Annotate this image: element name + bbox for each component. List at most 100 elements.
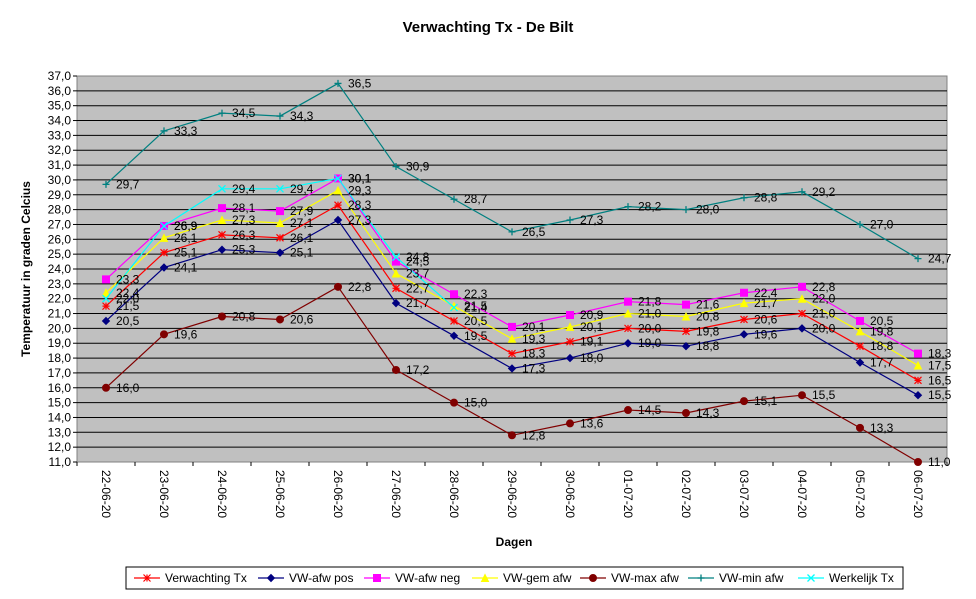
y-tick-label: 21,0 <box>48 307 72 321</box>
legend-marker <box>373 574 381 582</box>
y-tick-label: 11,0 <box>49 455 72 469</box>
point-vw-min-afw <box>450 195 458 203</box>
data-label-vw-min-afw: 26,5 <box>522 225 546 239</box>
series-vw-max-afw <box>102 282 922 466</box>
data-label-vw-afw-neg: 22,8 <box>812 280 836 294</box>
series-vw-afw-pos <box>101 215 923 400</box>
point-vw-min-afw <box>798 188 806 196</box>
data-label-verwachting-tx: 18,8 <box>870 339 894 353</box>
point-vw-gem-afw <box>275 218 285 227</box>
data-label-vw-min-afw: 28,2 <box>638 200 662 214</box>
data-label-vw-afw-pos: 25,1 <box>290 246 314 260</box>
point-vw-gem-afw <box>913 360 923 370</box>
point-werkelijk-tx <box>450 303 458 312</box>
data-label-vw-max-afw: 11,0 <box>928 455 951 469</box>
data-label-vw-max-afw: 12,8 <box>522 428 546 442</box>
x-tick-label: 01-07-20 <box>621 470 635 518</box>
y-tick-label: 15,0 <box>48 396 72 410</box>
y-axis: 11,012,013,014,015,016,017,018,019,020,0… <box>48 69 77 469</box>
data-label-verwachting-tx: 26,3 <box>232 228 256 242</box>
point-vw-afw-pos <box>275 248 285 257</box>
point-vw-min-afw <box>566 216 574 224</box>
x-tick-label: 29-06-20 <box>505 470 519 518</box>
point-vw-afw-neg <box>276 207 284 216</box>
series-verwachting-tx <box>102 201 922 385</box>
data-label-vw-gem-afw: 19,3 <box>522 332 546 346</box>
point-vw-afw-neg <box>102 275 110 284</box>
point-vw-afw-neg <box>740 288 748 297</box>
data-label-vw-max-afw: 15,1 <box>754 394 778 408</box>
legend-label: Werkelijk Tx <box>829 571 894 585</box>
point-vw-max-afw <box>740 397 748 406</box>
point-vw-gem-afw <box>739 298 749 308</box>
point-vw-min-afw <box>624 203 632 211</box>
legend-label: VW-min afw <box>719 571 784 585</box>
data-label-vw-afw-pos: 20,5 <box>116 314 140 328</box>
y-tick-label: 13,0 <box>48 425 72 439</box>
data-label-vw-gem-afw: 19,8 <box>870 324 894 338</box>
data-label-vw-afw-neg: 26,9 <box>174 219 198 233</box>
data-label-werkelijk-tx: 29,4 <box>232 182 256 196</box>
y-tick-label: 14,0 <box>48 410 72 424</box>
point-vw-max-afw <box>856 423 864 432</box>
data-label-werkelijk-tx: 21,4 <box>464 301 488 315</box>
x-tick-label: 05-07-20 <box>853 470 867 518</box>
data-label-verwachting-tx: 16,5 <box>928 373 952 387</box>
data-label-vw-afw-pos: 18,0 <box>580 351 604 365</box>
point-vw-max-afw <box>798 391 806 400</box>
y-tick-label: 32,0 <box>48 143 72 157</box>
point-vw-afw-neg <box>624 297 632 306</box>
point-vw-min-afw <box>160 127 168 135</box>
point-werkelijk-tx <box>218 184 226 193</box>
data-label-vw-min-afw: 29,7 <box>116 177 140 191</box>
x-tick-label: 30-06-20 <box>563 470 577 518</box>
point-verwachting-tx <box>856 342 864 351</box>
data-label-werkelijk-tx: 22,0 <box>116 292 140 306</box>
data-label-vw-min-afw: 33,3 <box>174 124 198 138</box>
point-vw-max-afw <box>218 312 226 321</box>
legend-item-werkelijk-tx: Werkelijk Tx <box>798 571 894 585</box>
data-label-vw-max-afw: 22,8 <box>348 280 372 294</box>
point-vw-afw-pos <box>797 324 807 333</box>
data-label-vw-min-afw: 34,3 <box>290 109 314 123</box>
x-tick-label: 25-06-20 <box>273 470 287 518</box>
point-vw-gem-afw <box>217 215 227 225</box>
point-vw-afw-pos <box>739 330 749 339</box>
point-vw-min-afw <box>682 206 690 214</box>
x-tick-label: 02-07-20 <box>679 470 693 518</box>
y-tick-label: 12,0 <box>48 440 72 454</box>
point-vw-max-afw <box>334 282 342 291</box>
point-vw-max-afw <box>508 431 516 440</box>
point-vw-afw-pos <box>681 341 691 351</box>
point-vw-afw-pos <box>855 358 865 367</box>
chart-title: Verwachting Tx - De Bilt <box>403 19 574 36</box>
y-tick-label: 33,0 <box>48 128 72 142</box>
y-tick-label: 17,0 <box>48 366 72 380</box>
data-label-vw-afw-pos: 17,3 <box>522 361 546 375</box>
data-label-vw-afw-pos: 19,6 <box>754 327 778 341</box>
y-tick-label: 30,0 <box>48 173 72 187</box>
point-vw-afw-pos <box>623 339 633 348</box>
data-label-vw-afw-neg: 30,1 <box>348 171 372 185</box>
y-tick-label: 37,0 <box>48 69 72 83</box>
data-label-verwachting-tx: 19,1 <box>580 335 604 349</box>
data-label-vw-min-afw: 28,8 <box>754 191 778 205</box>
data-label-vw-afw-neg: 22,3 <box>464 287 488 301</box>
data-label-vw-min-afw: 30,9 <box>406 160 430 174</box>
x-tick-label: 06-07-20 <box>911 470 925 518</box>
y-tick-label: 22,0 <box>48 292 72 306</box>
data-label-vw-max-afw: 14,3 <box>696 406 720 420</box>
data-label-verwachting-tx: 21,5 <box>116 299 140 313</box>
point-verwachting-tx <box>508 349 516 358</box>
data-label-vw-gem-afw: 20,8 <box>696 310 720 324</box>
data-label-werkelijk-tx: 29,4 <box>290 182 314 196</box>
point-vw-afw-pos <box>159 263 169 272</box>
point-vw-gem-afw <box>797 294 807 303</box>
y-tick-label: 26,0 <box>48 232 72 246</box>
data-label-vw-min-afw: 28,0 <box>696 203 720 217</box>
data-label-vw-gem-afw: 17,5 <box>928 359 952 373</box>
data-label-vw-gem-afw: 29,3 <box>348 183 372 197</box>
x-tick-label: 24-06-20 <box>215 470 229 518</box>
point-vw-max-afw <box>682 409 690 418</box>
x-tick-label: 26-06-20 <box>331 470 345 518</box>
